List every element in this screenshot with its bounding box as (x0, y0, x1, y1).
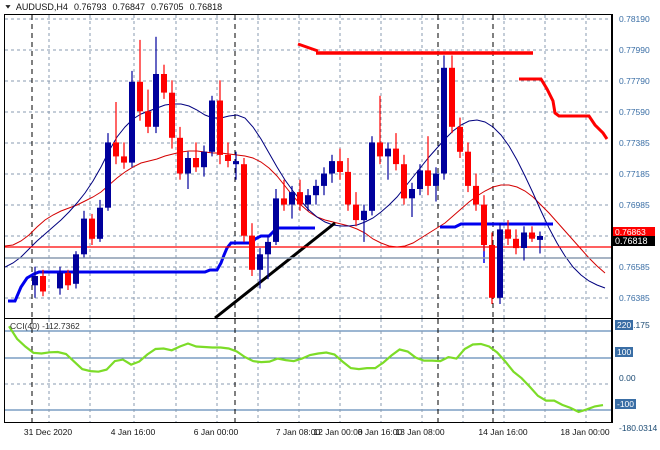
cci-indicator-panel[interactable] (4, 319, 612, 423)
price-tick-9: 0.76385 (619, 293, 650, 303)
time-axis[interactable]: 31 Dec 2020 4 Jan 16:00 6 Jan 00:00 7 Jan 0… (0, 423, 660, 450)
time-tick-8: 18 Jan 00:00 (560, 427, 610, 437)
symbol-label: AUDUSD,H4 (15, 2, 68, 12)
horizontal-gridlines (5, 18, 611, 299)
time-tick-6: 13 Jan 08:00 (395, 427, 445, 437)
time-tick-1: 4 Jan 16:00 (110, 427, 156, 437)
cci-level-tag-minus-100: -100 (615, 399, 637, 409)
price-chart-panel[interactable] (4, 14, 612, 319)
time-tick-0: 31 Dec 2020 (23, 427, 73, 437)
time-tick-7: 14 Jan 16:00 (478, 427, 528, 437)
price-tick-4: 0.77385 (619, 138, 650, 148)
price-tick-3: 0.77590 (619, 107, 650, 117)
cci-tick-zero: 0.00 (619, 373, 636, 383)
cci-tick-max: 229.175 (619, 320, 650, 330)
cci-vertical-gridlines (48, 319, 587, 422)
cci-chart-svg (5, 319, 611, 422)
close-price: 0.76818 (189, 2, 223, 12)
cci-line (8, 325, 604, 414)
price-axis[interactable]: 0.78190 0.77990 0.77790 0.77590 0.77385 … (612, 14, 657, 433)
cci-day-separators (31, 319, 494, 422)
price-tick-8: 0.76585 (619, 262, 650, 272)
triangle-down-icon[interactable]: ▼ (3, 3, 13, 10)
forecast-line[interactable] (519, 77, 609, 140)
ma-slow-line (5, 150, 606, 274)
trendline[interactable] (214, 221, 336, 318)
price-chart-svg (5, 15, 611, 318)
time-tick-2: 6 Jan 00:00 (193, 427, 239, 437)
cci-tick-min: -180.0314 (619, 423, 658, 433)
quote-bar: ▼ AUDUSD,H4 0.76793 0.76847 0.76705 0.76… (0, 0, 660, 14)
ask-price-tag: 0.76863 (613, 227, 655, 237)
price-tick-0: 0.78190 (619, 14, 650, 24)
cci-legend-label: CCI(40) -112.7362 (10, 321, 80, 331)
high-price: 0.76847 (112, 2, 146, 12)
time-tick-4: 8 Jan 16:00 (357, 427, 403, 437)
price-tick-6: 0.76985 (619, 200, 650, 210)
price-tick-2: 0.77790 (619, 76, 650, 86)
candlestick-series (32, 36, 543, 304)
price-tick-5: 0.77185 (619, 169, 650, 179)
price-tick-1: 0.77990 (619, 45, 650, 55)
support-line[interactable] (8, 222, 553, 303)
time-tick-3: 7 Jan 08:00 (275, 427, 321, 437)
low-price: 0.76705 (151, 2, 184, 12)
time-tick-5: 12 Jan 00:00 (313, 427, 363, 437)
cci-level-tag-220: 220 (615, 320, 634, 330)
open-price: 0.76793 (73, 2, 107, 12)
resistance-line[interactable] (297, 42, 533, 55)
last-price-tag: 0.76818 (613, 236, 655, 246)
cci-level-lines (5, 330, 611, 411)
cci-level-tag-100: 100 (615, 347, 634, 357)
